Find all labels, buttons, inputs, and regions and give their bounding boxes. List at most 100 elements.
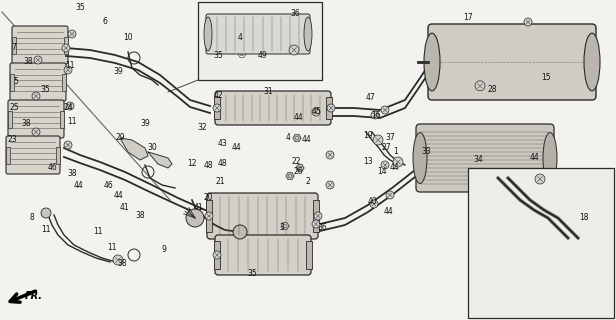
Bar [313,200,319,232]
Text: 39: 39 [140,119,150,129]
Text: 27: 27 [381,143,391,153]
Ellipse shape [113,255,123,265]
Polygon shape [238,51,246,58]
Ellipse shape [32,92,40,100]
Text: 26: 26 [293,167,303,177]
Ellipse shape [233,225,247,239]
Text: 19: 19 [363,132,373,140]
Polygon shape [281,222,289,229]
Ellipse shape [314,212,322,220]
Ellipse shape [371,111,379,119]
Text: 47: 47 [365,93,375,102]
Text: 37: 37 [385,133,395,142]
Ellipse shape [288,174,292,178]
Ellipse shape [373,135,383,145]
Text: 11: 11 [107,244,117,252]
Text: 25: 25 [9,103,19,113]
Text: 15: 15 [541,74,551,83]
Ellipse shape [370,200,378,208]
Text: 11: 11 [67,117,77,126]
Text: 4: 4 [238,34,243,43]
Text: 45: 45 [311,108,321,116]
Ellipse shape [32,128,40,136]
Text: 21: 21 [215,178,225,187]
Polygon shape [286,172,294,180]
Ellipse shape [41,208,51,218]
Ellipse shape [386,191,394,199]
Text: 48: 48 [203,162,213,171]
Ellipse shape [283,224,287,228]
Text: 38: 38 [67,170,77,179]
FancyBboxPatch shape [6,136,60,174]
Ellipse shape [381,106,389,114]
Text: 6: 6 [102,18,107,27]
Bar [214,241,220,268]
Ellipse shape [240,52,244,56]
Text: 20: 20 [203,194,213,203]
Text: 5: 5 [14,77,18,86]
FancyBboxPatch shape [207,193,318,239]
Bar [326,97,332,119]
Text: 12: 12 [187,159,197,169]
Text: 28: 28 [487,85,496,94]
Text: 43: 43 [217,140,227,148]
Bar [306,241,312,268]
Text: 11: 11 [93,228,103,236]
Text: 13: 13 [363,157,373,166]
Ellipse shape [298,166,302,170]
Text: 48: 48 [217,159,227,169]
Ellipse shape [213,104,221,112]
Bar [10,74,14,91]
Ellipse shape [424,33,440,91]
Ellipse shape [205,212,213,220]
Ellipse shape [381,161,389,169]
Polygon shape [293,134,301,141]
Text: 3: 3 [280,223,285,233]
Bar [60,110,64,127]
FancyBboxPatch shape [416,124,554,192]
Text: 44: 44 [231,143,241,153]
Text: 44: 44 [389,164,399,172]
Text: 40: 40 [367,197,377,206]
Bar [468,168,614,318]
Text: 38: 38 [21,118,31,127]
Text: 36: 36 [317,223,327,233]
Ellipse shape [295,136,299,140]
Ellipse shape [326,181,334,189]
Ellipse shape [64,141,72,149]
Bar [12,36,16,53]
Text: 33: 33 [421,148,431,156]
Text: 2: 2 [306,178,310,187]
Text: 24: 24 [63,103,73,113]
Text: 46: 46 [47,164,57,172]
Ellipse shape [312,220,320,228]
Text: 38: 38 [23,58,33,67]
Ellipse shape [186,209,204,227]
Text: 46: 46 [103,180,113,189]
FancyBboxPatch shape [10,63,66,101]
Ellipse shape [34,56,42,64]
Text: 4: 4 [286,133,290,142]
Text: 7: 7 [12,43,17,52]
FancyBboxPatch shape [215,91,331,125]
Text: 11: 11 [41,226,51,235]
Ellipse shape [475,81,485,91]
FancyBboxPatch shape [215,235,311,275]
Ellipse shape [393,157,403,167]
Text: 30: 30 [147,143,157,153]
Ellipse shape [535,174,545,184]
Ellipse shape [66,102,74,110]
Ellipse shape [326,151,334,159]
Text: 18: 18 [579,213,589,222]
Text: 44: 44 [113,191,123,201]
Bar [198,2,322,80]
Text: 44: 44 [529,154,539,163]
Ellipse shape [312,108,320,116]
Ellipse shape [64,66,72,74]
Text: 23: 23 [7,135,17,145]
Text: 10: 10 [123,34,133,43]
Polygon shape [120,138,148,160]
Text: 44: 44 [301,135,311,145]
Text: 9: 9 [161,245,166,254]
Text: 42: 42 [213,92,223,100]
